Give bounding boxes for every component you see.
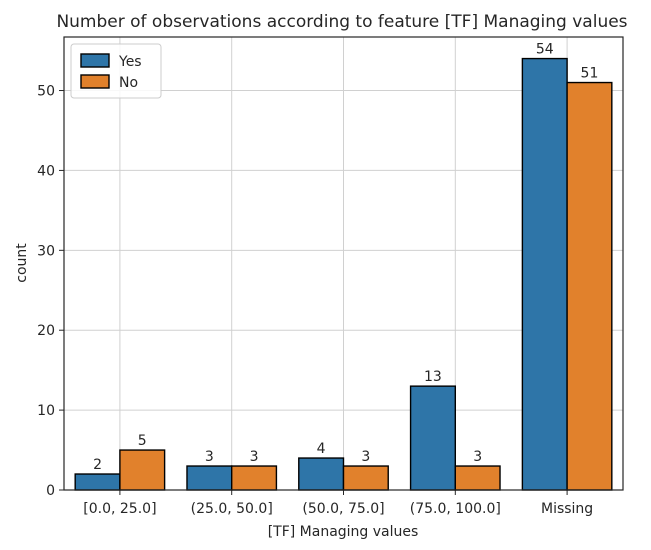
bar-value-label: 5: [138, 433, 147, 449]
legend-label-no: No: [119, 75, 138, 91]
legend-box: [70, 43, 162, 99]
axis-ticks: 0 10 20 30 40 50 [0.0, 25.0] (25.0, 50.0] (50.0,…: [37, 84, 593, 517]
bar-no: [119, 449, 166, 491]
y-tick-label: 0: [46, 483, 55, 499]
bar-value-label: 3: [361, 449, 370, 465]
x-tick-label: [0.0, 25.0]: [83, 501, 156, 517]
y-tick-label: 30: [37, 243, 55, 259]
x-tick-label: (75.0, 100.0]: [410, 501, 501, 517]
bar-value-label: 54: [536, 42, 554, 58]
y-axis-label: count: [14, 243, 30, 283]
bar-value-label: 3: [250, 449, 259, 465]
bar-no: [342, 465, 389, 491]
chart-title: Number of observations according to feat…: [56, 12, 627, 32]
data-labels: 2 5 3 3 4 3 13 3 54 51: [93, 42, 598, 473]
bar-value-label: 51: [581, 66, 599, 82]
bar-yes: [521, 57, 568, 491]
x-tick-label: Missing: [541, 501, 593, 517]
x-axis-label: [TF] Managing values: [268, 524, 419, 540]
legend: Yes No: [70, 43, 162, 99]
y-tick-label: 10: [37, 403, 55, 419]
y-tick-label: 40: [37, 163, 55, 179]
bars: [74, 57, 613, 491]
x-tick-label: (50.0, 75.0]: [302, 501, 384, 517]
bar-yes: [74, 473, 121, 491]
x-tick-label: (25.0, 50.0]: [191, 501, 273, 517]
bar-value-label: 13: [424, 369, 442, 385]
bar-yes: [409, 385, 456, 491]
bar-value-label: 2: [93, 457, 102, 473]
legend-swatch-yes: [80, 53, 110, 68]
plot-frame: [63, 36, 624, 491]
y-tick-label: 20: [37, 323, 55, 339]
y-tick-label: 50: [37, 84, 55, 100]
legend-label-yes: Yes: [118, 54, 142, 70]
bar-no: [566, 81, 613, 491]
bar-value-label: 3: [205, 449, 214, 465]
legend-swatch-no: [80, 74, 110, 89]
bar-value-label: 3: [473, 449, 482, 465]
bar-yes: [298, 457, 345, 491]
bar-yes: [186, 465, 233, 491]
bar-no: [454, 465, 501, 491]
bar-value-label: 4: [317, 441, 326, 457]
bar-no: [230, 465, 278, 491]
